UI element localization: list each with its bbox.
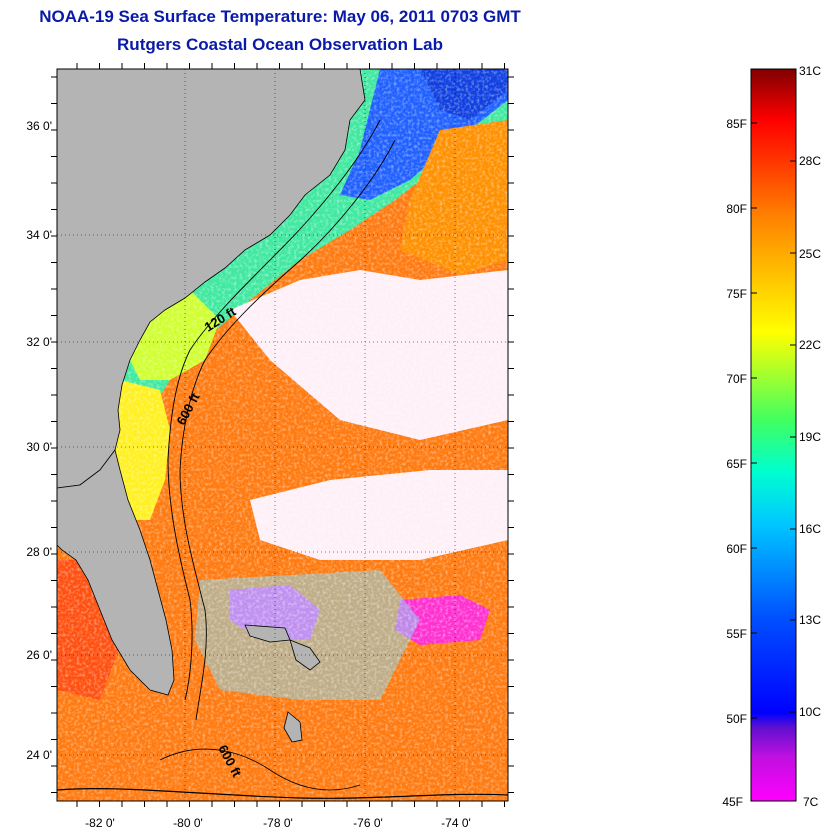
- map-subtitle: Rutgers Coastal Ocean Observation Lab: [117, 35, 443, 54]
- colorbar-c-label: 22C: [799, 338, 821, 352]
- colorbar-f-label: 55F: [726, 627, 747, 641]
- colorbar-celsius-labels: 31C 28C 25C 22C 19C 16C 13C 10C 7C: [799, 64, 821, 809]
- colorbar-c-label: 13C: [799, 613, 821, 627]
- land-bahamas-south: [283, 711, 303, 743]
- colorbar-c-label: 19C: [799, 430, 821, 444]
- colorbar-c-label: 7C: [803, 795, 819, 809]
- cuba-coastline: [57, 788, 508, 799]
- colorbar-f-label: 45F: [722, 795, 743, 809]
- map-raster: [57, 69, 508, 801]
- colorbar-f-label: 80F: [726, 202, 747, 216]
- lat-label: 28 0': [26, 545, 52, 559]
- map-frame: [56, 68, 509, 802]
- colorbar-f-label: 65F: [726, 457, 747, 471]
- contour-120ft: [167, 119, 381, 701]
- colorbar-f-label: 70F: [726, 372, 747, 386]
- colorbar-ticks: [751, 122, 796, 719]
- contour-600ft: [179, 139, 396, 721]
- lat-label: 34 0': [26, 228, 52, 242]
- colorbar-c-label: 16C: [799, 522, 821, 536]
- land-florida: [57, 449, 175, 696]
- colorbar-f-label: 60F: [726, 542, 747, 556]
- lon-label: -80 0': [173, 816, 203, 830]
- colorbar-c-label: 28C: [799, 154, 821, 168]
- map-axis-ticks: [51, 63, 514, 807]
- map-title: NOAA-19 Sea Surface Temperature: May 06,…: [39, 7, 521, 26]
- lon-label: -76 0': [353, 816, 383, 830]
- longitude-labels: -82 0' -80 0' -78 0' -76 0' -74 0': [85, 816, 471, 830]
- colorbar: [750, 68, 797, 802]
- lon-label: -78 0': [263, 816, 293, 830]
- colorbar-f-label: 85F: [726, 117, 747, 131]
- latitude-labels: 24 0' 26 0' 28 0' 30 0' 32 0' 34 0' 36 0…: [26, 119, 52, 762]
- lon-label: -74 0': [441, 816, 471, 830]
- lat-label: 30 0': [26, 440, 52, 454]
- colorbar-c-label: 25C: [799, 247, 821, 261]
- colorbar-fahrenheit-labels: 85F 80F 75F 70F 65F 60F 55F 50F 45F: [722, 117, 747, 809]
- lat-label: 32 0': [26, 335, 52, 349]
- colorbar-c-label: 31C: [799, 64, 821, 78]
- lat-label: 26 0': [26, 648, 52, 662]
- colorbar-c-label: 10C: [799, 705, 821, 719]
- contour-600ft-bahamas: [159, 748, 361, 791]
- lat-label: 24 0': [26, 748, 52, 762]
- colorbar-f-label: 75F: [726, 287, 747, 301]
- land-grand-bahama: [244, 624, 291, 643]
- lat-label: 36 0': [26, 119, 52, 133]
- colorbar-f-label: 50F: [726, 712, 747, 726]
- lon-label: -82 0': [85, 816, 115, 830]
